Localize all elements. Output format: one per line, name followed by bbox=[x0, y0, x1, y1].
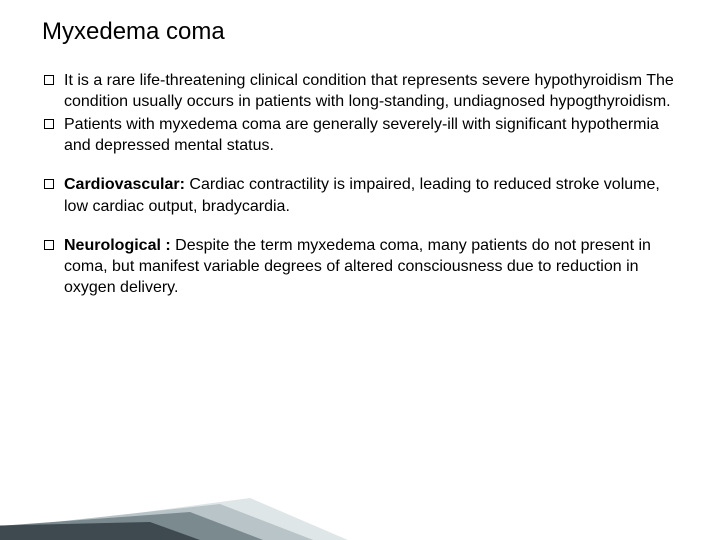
square-bullet-icon bbox=[44, 179, 54, 189]
accent-shard-mid bbox=[0, 512, 310, 540]
bullet-text-body: Patients with myxedema coma are generall… bbox=[64, 116, 659, 154]
square-bullet-icon bbox=[44, 240, 54, 250]
accent-shard-pale bbox=[0, 498, 390, 540]
slide-title: Myxedema coma bbox=[40, 18, 680, 46]
square-bullet-icon bbox=[44, 119, 54, 129]
bullet-text-heading: Neurological : bbox=[64, 237, 171, 254]
accent-shard-dark bbox=[0, 522, 250, 540]
square-bullet-icon bbox=[44, 75, 54, 85]
bullet-text: Cardiovascular: Cardiac contractility is… bbox=[64, 174, 680, 216]
corner-accent-graphic bbox=[0, 468, 390, 540]
bullet-text: It is a rare life-threatening clinical c… bbox=[64, 70, 680, 112]
bullet-item: Patients with myxedema coma are generall… bbox=[44, 114, 680, 156]
bullet-item: It is a rare life-threatening clinical c… bbox=[44, 70, 680, 112]
bullet-item: Neurological : Despite the term myxedema… bbox=[44, 235, 680, 298]
slide: Myxedema coma It is a rare life-threaten… bbox=[0, 0, 720, 540]
bullet-text: Patients with myxedema coma are generall… bbox=[64, 114, 680, 156]
bullet-item: Cardiovascular: Cardiac contractility is… bbox=[44, 174, 680, 216]
bullet-text-body: It is a rare life-threatening clinical c… bbox=[64, 72, 674, 110]
bullet-list: It is a rare life-threatening clinical c… bbox=[40, 70, 680, 298]
bullet-text-heading: Cardiovascular: bbox=[64, 176, 185, 193]
bullet-text: Neurological : Despite the term myxedema… bbox=[64, 235, 680, 298]
accent-shard-light bbox=[0, 504, 360, 540]
